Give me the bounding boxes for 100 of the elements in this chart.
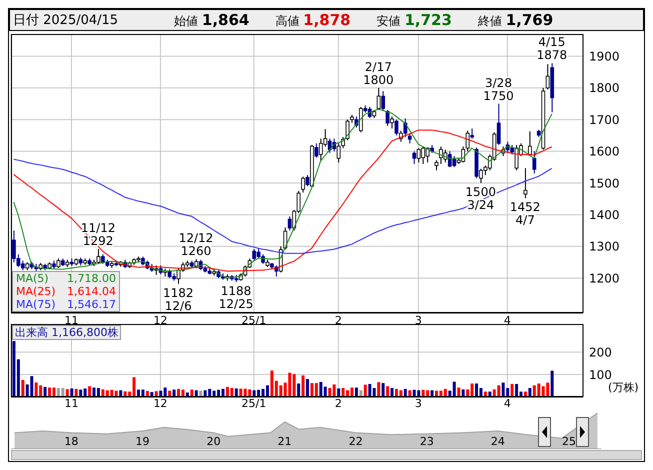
x-tick-label: 18 (64, 435, 78, 448)
bar (88, 386, 92, 397)
bar (364, 384, 367, 397)
candlestick (470, 128, 474, 140)
bar (48, 388, 52, 397)
bar (542, 386, 545, 397)
text: 終値 1,769 (478, 10, 554, 30)
bar (475, 384, 478, 397)
text: MA(5) 1,718.00 (16, 272, 116, 285)
bar (368, 384, 372, 397)
candlestick (376, 87, 381, 111)
annotation: 4/15 1878 (536, 35, 568, 62)
y-tick-label: 1200 (589, 271, 620, 286)
x-tick-label: 4 (504, 396, 511, 410)
x-tick-label: 20 (206, 435, 221, 448)
x-tick-label: 3 (414, 314, 422, 327)
candlestick (532, 150, 536, 174)
bar (314, 383, 318, 397)
bar (92, 388, 96, 397)
candlestick (408, 133, 412, 144)
y-tick-label: 1700 (589, 112, 620, 127)
bar (239, 388, 242, 397)
candlestick (426, 147, 430, 163)
annotation: 12/12 1260 (178, 231, 214, 258)
candlestick (452, 156, 456, 168)
annotation: 1182 12/6 (162, 286, 194, 313)
chart-title: 日付 2025/04/15 (13, 12, 118, 29)
y-tick-label: 1900 (589, 49, 620, 64)
x-tick-label: 4 (504, 314, 511, 327)
candlestick (466, 130, 470, 152)
bar (452, 382, 456, 397)
bar (510, 384, 514, 397)
bar (550, 370, 554, 397)
y-tick-label: 100 (589, 368, 612, 382)
candlestick (510, 144, 514, 155)
candlestick (394, 119, 398, 136)
candlestick (20, 260, 25, 271)
candlestick (421, 146, 426, 164)
candlestick (318, 138, 323, 162)
y-tick-label: 1500 (589, 176, 620, 190)
y-axis-title: (万株) (608, 380, 639, 395)
bar (386, 386, 390, 397)
text: 始値 1,864 (174, 10, 250, 30)
x-tick-label: 19 (136, 435, 150, 448)
x-tick-label: 11 (64, 314, 78, 327)
bar (382, 383, 385, 397)
bar (515, 384, 518, 397)
annotation: 2/17 1800 (363, 60, 394, 87)
text: MA(75) 1,546.17 (16, 298, 116, 311)
bar (244, 388, 247, 397)
candlestick (288, 216, 292, 232)
candlestick (336, 142, 341, 163)
bar (354, 388, 358, 397)
y-tick-label: 200 (589, 345, 612, 360)
bar (30, 376, 34, 397)
x-tick-label: 12 (153, 396, 168, 410)
candlestick (546, 64, 550, 90)
annotation: 1452 4/7 (510, 200, 540, 228)
x-tick-label: 25/1 (242, 314, 266, 327)
candlestick (306, 174, 310, 187)
candlestick (403, 118, 408, 138)
y-tick-label: 1800 (589, 81, 620, 96)
candlestick (56, 258, 60, 268)
bar (457, 388, 460, 397)
x-tick-label: 11 (64, 396, 78, 410)
bar (302, 375, 305, 397)
candlestick (496, 103, 501, 146)
line-series (13, 130, 552, 272)
x-tick-label: 25 (562, 435, 576, 448)
bar (537, 384, 540, 397)
x-tick-label: 25/1 (242, 396, 266, 410)
bar (21, 380, 24, 397)
x-tick-label: 24 (490, 435, 505, 448)
x-tick-label: 3 (414, 396, 422, 410)
x-tick-label: 12 (153, 314, 168, 327)
annotation: 1188 12/25 (218, 284, 254, 311)
candlestick (301, 176, 305, 194)
candlestick (101, 254, 105, 264)
bar (52, 388, 56, 397)
candlestick (314, 142, 318, 158)
x-tick-label: 23 (420, 435, 434, 448)
y-tick-label: 1400 (589, 208, 620, 222)
chart-title: 出来高 1,166,800株 (12, 325, 122, 340)
bar (497, 385, 500, 397)
text: 高値 1,878 (275, 10, 351, 30)
y-tick-label: 1300 (589, 240, 620, 254)
bar (297, 384, 300, 397)
candlestick (176, 268, 180, 284)
x-tick-label: 2 (334, 396, 342, 410)
y-tick-label: 1600 (589, 144, 620, 159)
candlestick (416, 148, 421, 163)
candlestick (434, 160, 438, 171)
bar (34, 382, 38, 397)
candlestick (381, 90, 386, 111)
candlestick (386, 110, 390, 126)
bar (350, 388, 354, 397)
bar (306, 379, 310, 397)
bar (502, 382, 505, 397)
candlestick (524, 168, 528, 199)
candlestick (252, 248, 256, 262)
